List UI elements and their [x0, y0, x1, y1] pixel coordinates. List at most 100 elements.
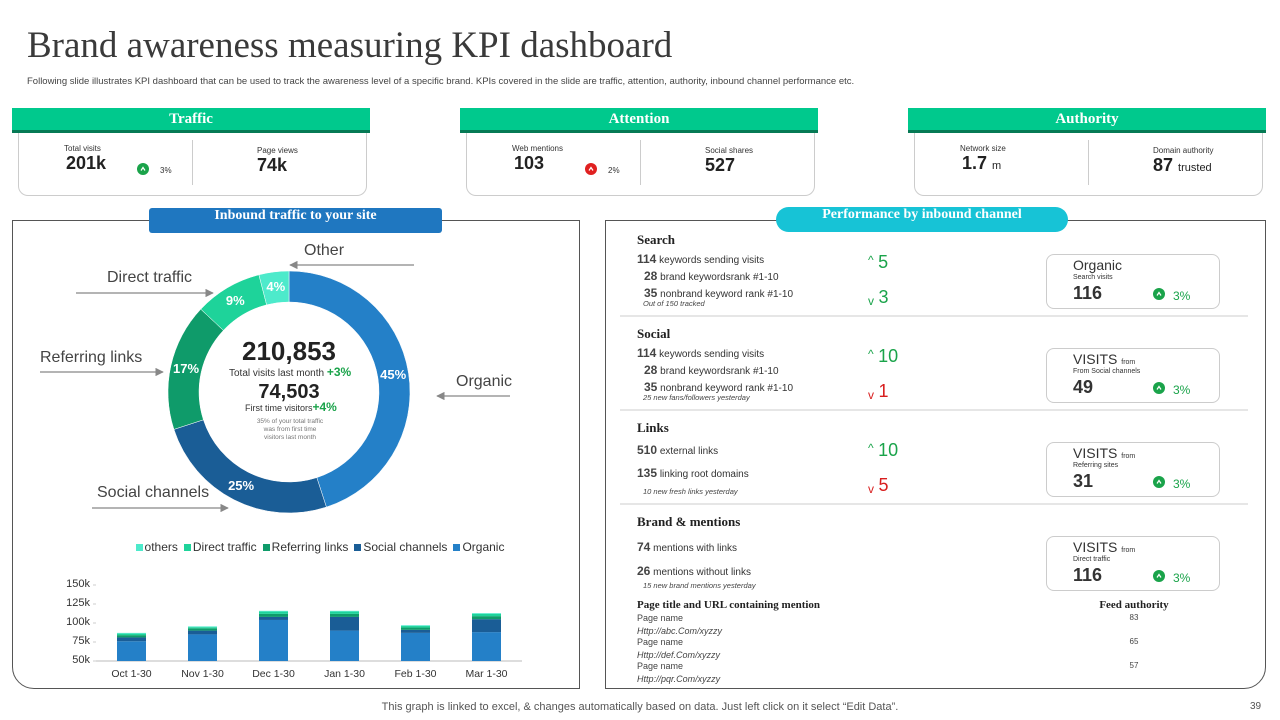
legend-swatch [183, 543, 191, 551]
bar-segment [188, 627, 217, 629]
change-sign: ^ [868, 253, 874, 267]
bar-segment [330, 611, 359, 614]
row-text: external links [659, 446, 719, 457]
metric-row: 28 brand keywordsrank #1-10 [644, 269, 779, 283]
card-badge: 3% [1173, 571, 1191, 585]
visits-card [1046, 442, 1220, 497]
row-number: 35 [644, 286, 658, 300]
kpi-header: Attention [460, 108, 818, 133]
metric-label: Network size [960, 144, 1006, 153]
y-tick-label: 100k [66, 616, 90, 628]
x-tick-label: Mar 1-30 [465, 668, 508, 680]
bar-segment [117, 635, 146, 638]
kpi-header: Authority [908, 108, 1266, 133]
legend-item: Organic [453, 540, 504, 554]
chevron [588, 166, 594, 171]
label: Total visits last month [229, 368, 325, 379]
change-sign: ^ [868, 441, 874, 455]
chevron [140, 166, 146, 171]
change-sign: ^ [868, 347, 874, 361]
legend-label: Direct traffic [192, 540, 257, 554]
badge-icon [1153, 476, 1165, 488]
kpi-title: Authority [1055, 111, 1119, 127]
legend-swatch [262, 543, 270, 551]
segment-label: 25% [228, 478, 255, 493]
metric-row: 74 mentions with links [637, 540, 737, 554]
bar-segment [188, 626, 217, 628]
bar-segment [472, 613, 501, 617]
bar-segment [259, 616, 288, 620]
bar-segment [472, 616, 501, 620]
row-text: linking root domains [659, 469, 749, 480]
section-title: Brand & mentions [637, 514, 741, 529]
card-title: VISITS from [1073, 351, 1135, 367]
x-tick-label: Oct 1-30 [111, 668, 152, 680]
callout-label: Social channels [97, 484, 210, 501]
row-note: Out of 150 tracked [643, 299, 705, 308]
row-number: 510 [637, 443, 658, 457]
row-text: keywords sending visits [659, 349, 765, 360]
x-tick-label: Dec 1-30 [252, 668, 295, 680]
bar-segment [117, 633, 146, 636]
center-total: 210,853 [242, 336, 336, 366]
section-title: Social [637, 326, 671, 341]
page-url: Http://pqr.Com/xyzzy [637, 674, 721, 684]
metric-value: 527 [705, 155, 735, 176]
metric-row: 35 nonbrand keyword rank #1-10 [644, 380, 793, 394]
legend-swatch [453, 543, 461, 551]
table-header: Page title and URL containing mention [637, 599, 821, 611]
bar-segment [472, 632, 501, 661]
badge-icon [585, 163, 597, 175]
bar-segment [117, 641, 146, 661]
bar-segment [117, 637, 146, 642]
change-value: 1 [878, 381, 889, 401]
change: +3% [326, 365, 352, 379]
section-title: Links [637, 420, 669, 435]
card-badge: 3% [1173, 383, 1191, 397]
bar-segment [330, 630, 359, 661]
card-value: 49 [1073, 377, 1094, 397]
row-number: 114 [637, 252, 657, 266]
card-title-main: VISITS [1073, 445, 1118, 461]
visits-card [1046, 254, 1220, 309]
row-text: brand keywordsrank #1-10 [660, 272, 779, 283]
legend: others Direct traffic Referring links Socia… [60, 540, 580, 554]
kpi-divider [192, 140, 193, 185]
legend-item: Referring links [262, 540, 349, 554]
metric-label: Total visits [64, 144, 101, 153]
value: 74k [257, 155, 288, 175]
row-number: 26 [637, 564, 651, 578]
center-note: 35% of your total traffic was from first… [256, 418, 324, 441]
row-text: nonbrand keyword rank #1-10 [660, 383, 794, 394]
badge-icon [1153, 288, 1165, 300]
legend-label: Referring links [271, 540, 349, 554]
y-tick-label: 150k [66, 578, 90, 590]
card-title: VISITS from [1073, 445, 1135, 461]
metric-row: 510 external links [637, 443, 718, 457]
card-label: Direct traffic [1073, 556, 1111, 563]
metric-value: 103 [514, 153, 544, 174]
row-text: nonbrand keyword rank #1-10 [660, 289, 794, 300]
badge-text: 2% [608, 166, 620, 175]
card-badge: 3% [1173, 289, 1191, 303]
metric-label: Web mentions [512, 144, 563, 153]
footer-note: This graph is linked to excel, & changes… [381, 701, 899, 713]
bar-segment [401, 626, 430, 628]
change-value: 10 [878, 440, 899, 460]
card-title: VISITS from [1073, 539, 1135, 555]
row-number: 35 [644, 380, 658, 394]
unit: trusted [1178, 162, 1212, 174]
page-name: Page name [637, 661, 684, 671]
row-note: 15 new brand mentions yesterday [643, 581, 756, 590]
donut-segment [288, 270, 411, 508]
row-number: 74 [637, 540, 651, 554]
metric-value: 87 trusted [1153, 155, 1212, 176]
bar-segment [188, 628, 217, 631]
legend-item: Direct traffic [183, 540, 257, 554]
change: +4% [312, 400, 337, 414]
bar-segment [188, 634, 217, 661]
bar-segment [401, 627, 430, 630]
bar-segment [401, 625, 430, 627]
